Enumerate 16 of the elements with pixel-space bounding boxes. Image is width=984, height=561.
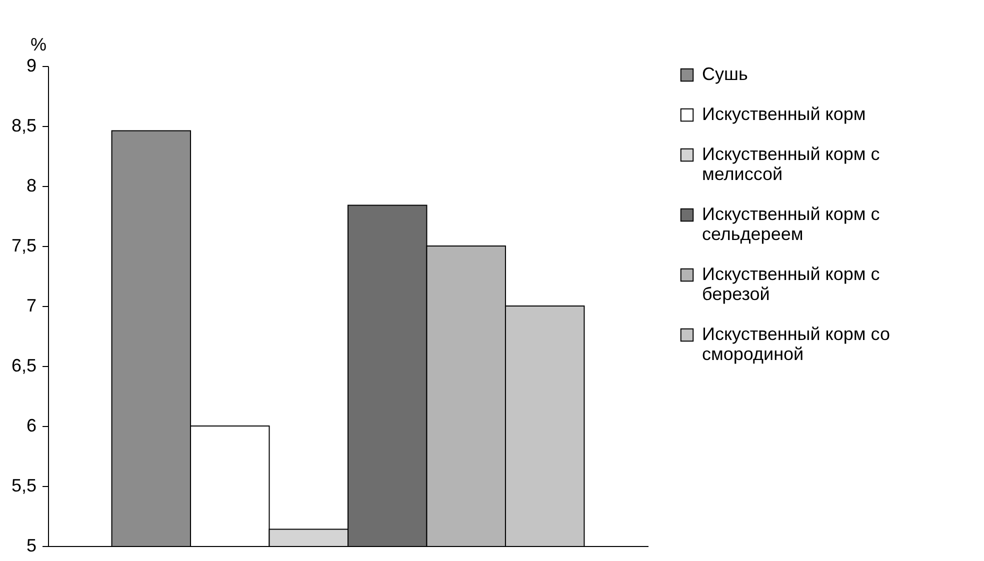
legend-label: Искуственный корм с сельдереем [702,204,880,244]
y-tick-label: 7,5 [11,236,36,256]
legend-label: Сушь [702,64,748,84]
y-tick-label: 8,5 [11,116,36,136]
y-tick-label: 6 [26,416,36,436]
legend-label: Искуственный корм с березой [702,264,880,304]
legend-label: Искуственный корм с мелиссой [702,144,880,184]
y-tick-label: 7 [26,296,36,316]
y-tick-label: 5 [26,536,36,556]
y-tick-label: 8 [26,176,36,196]
y-tick-label: 6,5 [11,356,36,376]
legend-label: Искуственный корм [702,104,866,124]
y-axis-title: % [30,34,47,54]
legend-label: Искуственный корм со смородиной [702,324,890,364]
y-tick-label: 9 [26,56,36,76]
y-tick-label: 5,5 [11,476,36,496]
